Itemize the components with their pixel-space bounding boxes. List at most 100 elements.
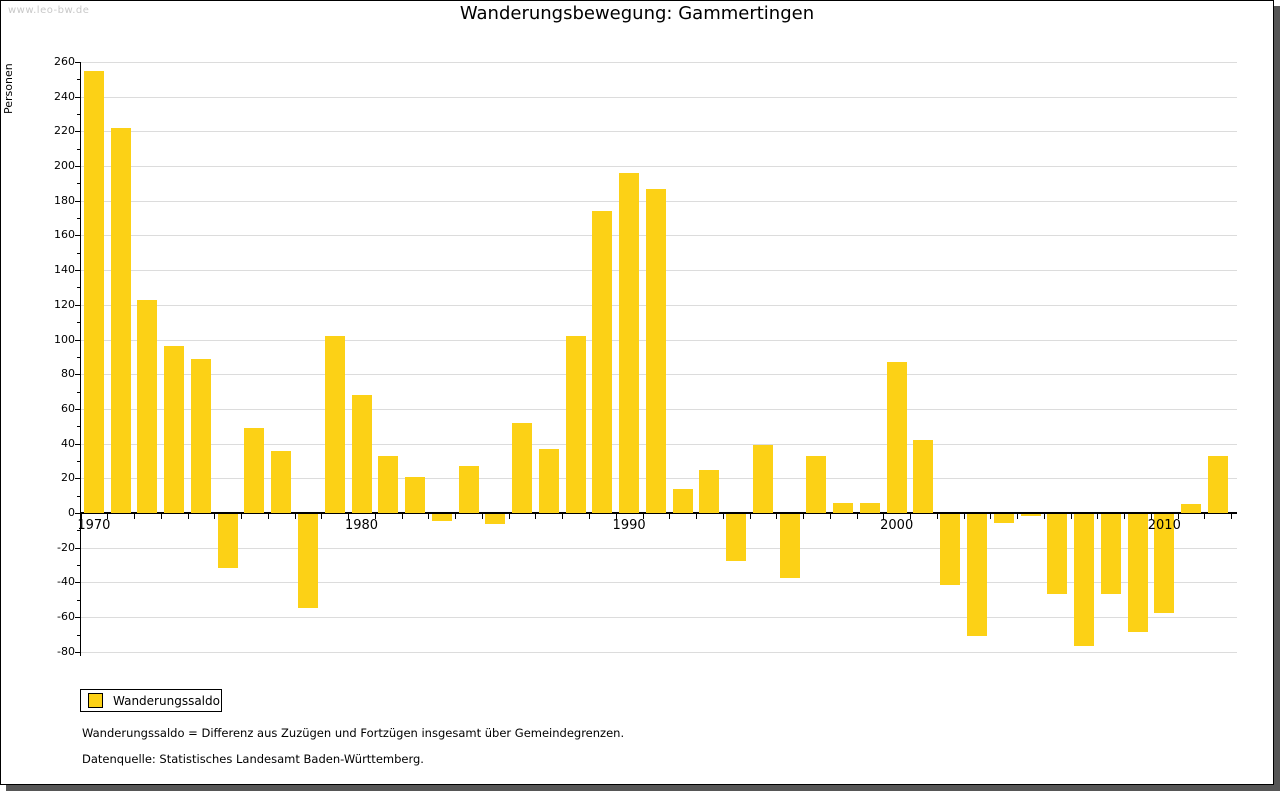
bar-1970 [83, 70, 104, 513]
bar-2012 [1207, 455, 1228, 513]
y-tick [77, 495, 80, 497]
y-tick [77, 322, 80, 324]
y-tick-label: -20 [57, 540, 75, 554]
x-tick [455, 514, 457, 519]
y-tick-label: -40 [57, 575, 75, 589]
y-tick [75, 374, 80, 376]
x-axis-label: 1970 [77, 518, 111, 533]
bar-1978 [298, 514, 318, 608]
bar-2004 [993, 514, 1014, 523]
y-gridline [81, 166, 1237, 167]
y-tick-label: 240 [54, 89, 75, 103]
x-tick [1177, 514, 1179, 519]
x-tick [535, 514, 537, 519]
x-tick [856, 514, 858, 519]
x-tick [134, 514, 135, 519]
y-gridline [81, 651, 1237, 653]
x-tick [294, 514, 296, 519]
chart-title: Wanderungsbewegung: Gammertingen [459, 3, 815, 24]
x-tick [803, 514, 804, 519]
y-tick [75, 200, 80, 202]
bar-2007 [1074, 514, 1094, 646]
y-tick-label: 260 [54, 54, 75, 68]
y-tick [77, 79, 80, 81]
x-tick [321, 514, 323, 519]
x-axis-label: 2000 [880, 518, 914, 533]
bar-1983 [431, 514, 452, 521]
bar-1995 [752, 445, 773, 513]
y-tick [75, 513, 80, 514]
bar-2000 [886, 362, 907, 513]
bar-1980 [351, 395, 372, 513]
x-tick [696, 514, 697, 519]
bar-1984 [458, 466, 479, 513]
y-tick [77, 599, 80, 601]
x-tick [749, 514, 751, 519]
y-tick-label: 220 [54, 124, 75, 138]
x-tick [107, 514, 109, 519]
y-gridline [81, 617, 1237, 619]
y-tick [77, 218, 80, 220]
legend-swatch-icon [88, 693, 103, 708]
x-tick [481, 514, 483, 519]
y-tick-label: 140 [54, 263, 75, 277]
bar-1997 [806, 455, 827, 513]
y-tick [77, 148, 80, 150]
x-tick [642, 514, 644, 519]
bar-1990 [619, 172, 640, 513]
y-gridline [81, 61, 1237, 63]
y-tick [75, 96, 80, 98]
x-tick [374, 514, 376, 519]
x-axis-label: 1980 [344, 518, 379, 533]
x-tick [508, 514, 510, 519]
bar-1985 [485, 514, 506, 525]
y-tick [77, 530, 80, 532]
x-tick [214, 514, 216, 519]
y-axis-line [80, 61, 81, 656]
bar-1999 [859, 502, 880, 513]
x-tick [241, 514, 243, 519]
bar-1981 [378, 455, 399, 513]
bar-2008 [1100, 514, 1121, 594]
y-tick [75, 408, 80, 410]
bar-1975 [217, 514, 238, 568]
y-tick [75, 61, 80, 63]
bar-1988 [565, 336, 586, 513]
bar-2011 [1181, 504, 1201, 513]
bar-1976 [244, 428, 265, 513]
y-gridline [81, 131, 1237, 133]
x-tick [883, 514, 885, 519]
y-tick [77, 565, 80, 566]
y-tick-label: 120 [54, 297, 75, 311]
x-tick [963, 514, 965, 519]
x-tick [722, 514, 724, 519]
bar-1989 [592, 211, 613, 513]
x-tick [80, 514, 82, 519]
y-tick [77, 426, 80, 428]
bar-1974 [190, 358, 211, 513]
y-tick-label: 40 [61, 436, 75, 450]
footnote-source: Datenquelle: Statistisches Landesamt Bad… [82, 752, 424, 766]
y-tick [77, 634, 80, 636]
bar-1991 [645, 188, 666, 513]
y-tick [77, 391, 80, 393]
x-tick [615, 514, 617, 519]
x-axis-line [81, 512, 1237, 514]
bar-1994 [726, 514, 747, 561]
y-tick [75, 582, 80, 584]
y-tick-label: 160 [54, 228, 75, 242]
x-tick [669, 514, 671, 519]
y-tick [77, 287, 80, 289]
bar-2003 [967, 514, 987, 636]
x-tick [267, 514, 269, 519]
y-tick-label: 200 [54, 159, 75, 172]
y-tick [75, 235, 80, 237]
y-tick [75, 651, 80, 653]
bar-1996 [779, 514, 800, 579]
x-tick [1231, 514, 1233, 519]
y-tick-label: 100 [54, 332, 75, 346]
x-tick [588, 514, 590, 519]
y-gridline [81, 547, 1237, 549]
y-tick [75, 270, 80, 272]
